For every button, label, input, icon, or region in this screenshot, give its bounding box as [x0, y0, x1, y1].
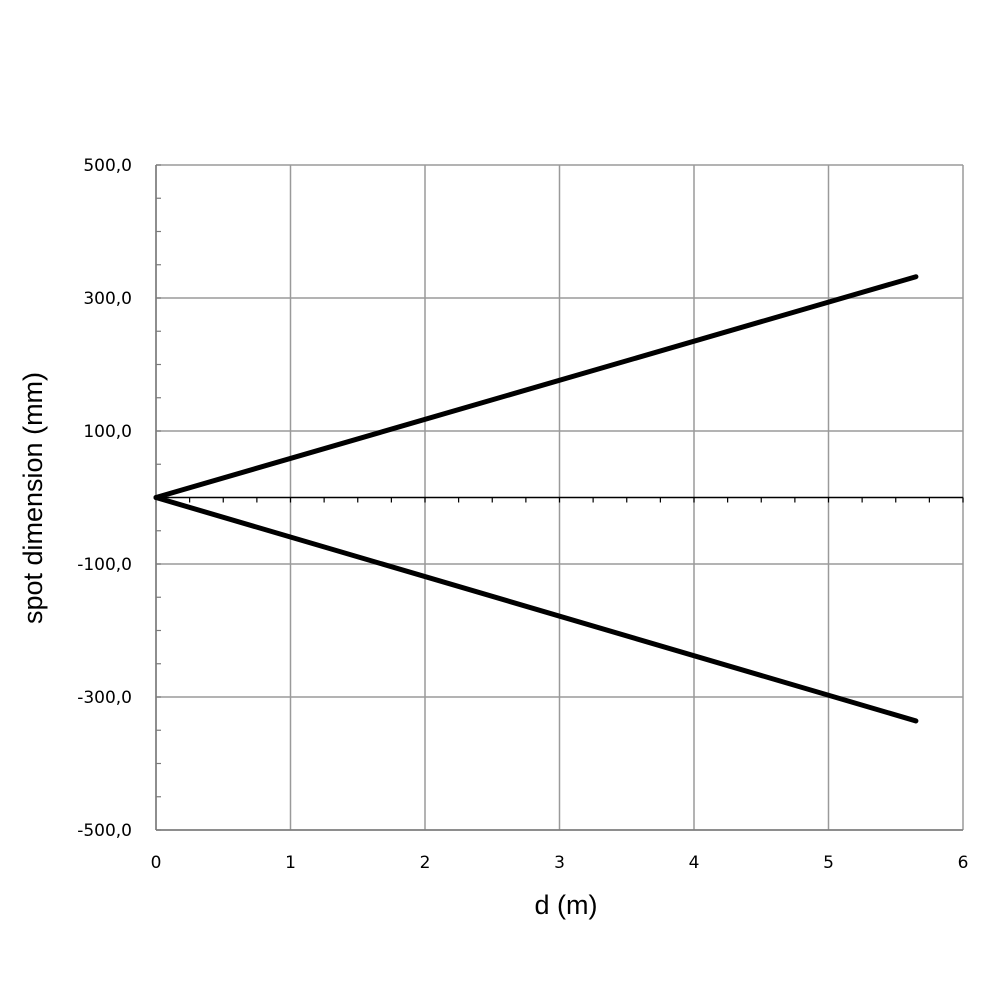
x-tick-label: 5	[823, 853, 834, 873]
y-axis-title: spot dimension (mm)	[18, 372, 48, 624]
series-line-0	[153, 274, 919, 500]
series-group	[153, 274, 919, 724]
x-tick-label: 1	[285, 853, 296, 873]
y-tick-label: -300,0	[77, 688, 132, 708]
y-tick-label: 500,0	[83, 156, 132, 176]
x-tick-label: 3	[554, 853, 565, 873]
y-tick-label: -100,0	[77, 555, 132, 575]
x-tick-label: 0	[151, 853, 162, 873]
y-tick-label: -500,0	[77, 821, 132, 841]
y-tick-label: 300,0	[83, 289, 132, 309]
series-line-1	[153, 495, 919, 724]
x-tick-label: 4	[689, 853, 700, 873]
y-tick-label: 100,0	[83, 422, 132, 442]
y-tick-labels: 500,0 300,0 100,0 -100,0 -300,0 -500,0	[77, 156, 132, 841]
x-tick-label: 2	[420, 853, 431, 873]
x-tick-label: 6	[958, 853, 969, 873]
x-axis-title: d (m)	[535, 890, 598, 920]
x-tick-labels: 0 1 2 3 4 5 6	[151, 853, 969, 873]
